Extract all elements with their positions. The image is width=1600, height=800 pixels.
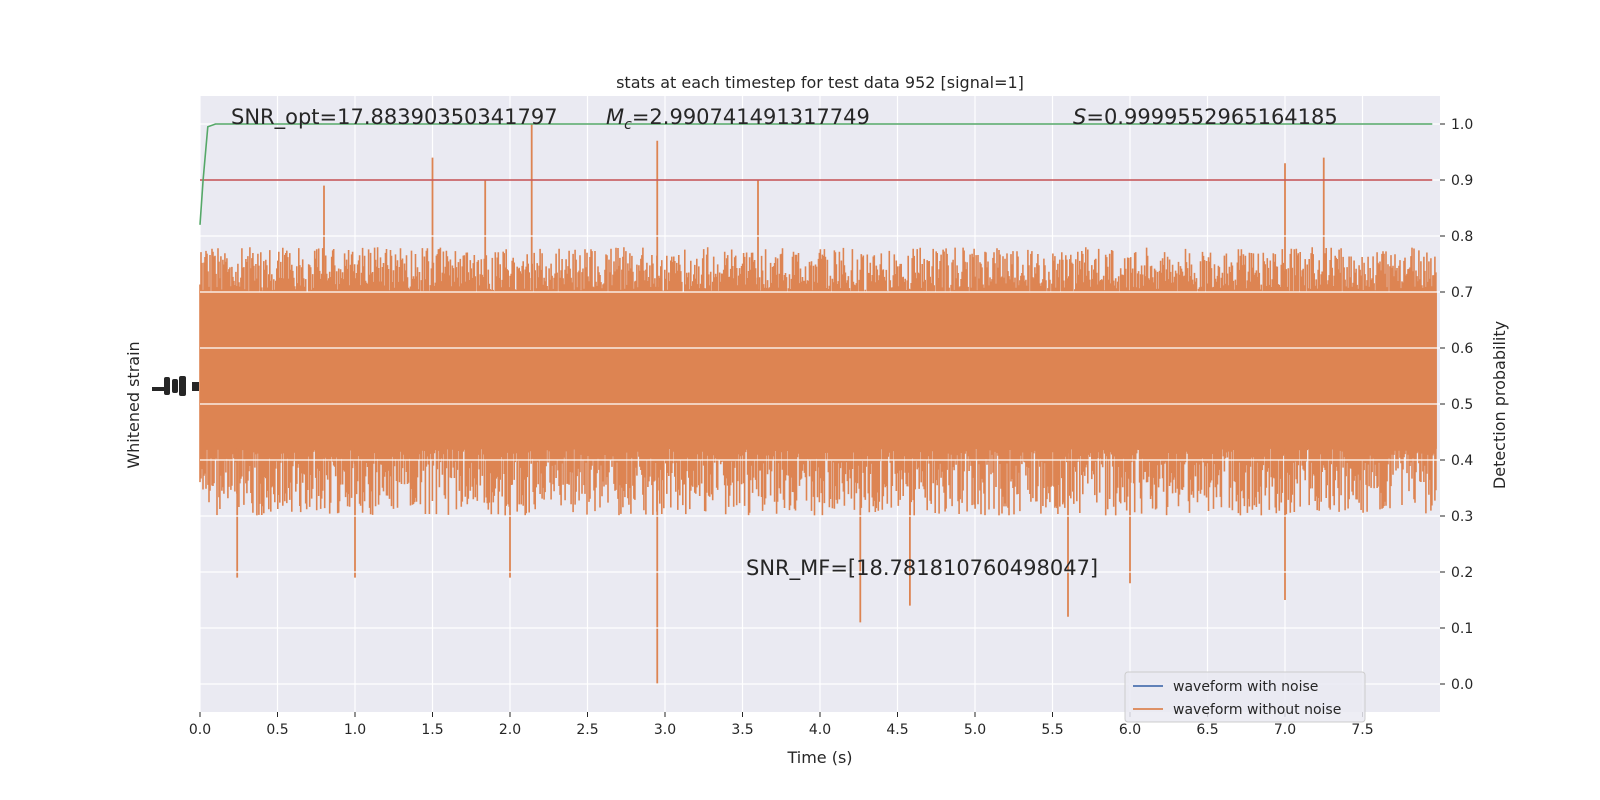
chart-title: stats at each timestep for test data 952… — [616, 73, 1024, 92]
snr-mf-annotation: SNR_MF=[18.781810760498047] — [746, 556, 1098, 581]
waveform-without-noise-series — [199, 124, 1437, 684]
chirp-mass-symbol: M — [606, 105, 624, 129]
y-tick-label: 1.0 — [1451, 117, 1473, 133]
legend-box — [1124, 671, 1366, 723]
x-axis-ticks: 0.0 0.5 1.0 1.5 2.0 2.5 3.0 3.5 4.0 4.5 5.0 5.5 6.0 6… — [189, 712, 1374, 738]
x-tick-label: 6.0 — [1119, 722, 1141, 738]
x-tick-label: 4.0 — [809, 722, 831, 738]
chirp-mass-value: =2.990741491317749 — [632, 105, 870, 129]
x-tick-label: 1.5 — [421, 722, 443, 738]
y-tick-label: 0.8 — [1451, 229, 1473, 245]
y-tick-label: 0.5 — [1451, 397, 1473, 413]
waveform-core-band — [201, 292, 1437, 449]
y-axis-left-label: Whitened strain — [124, 341, 143, 468]
x-tick-label: 1.0 — [344, 722, 366, 738]
left-axis-tick-cluster — [152, 376, 199, 396]
y-tick-label: 0.1 — [1451, 621, 1473, 637]
x-tick-label: 7.5 — [1351, 722, 1373, 738]
chirp-mass-subscript: c — [624, 117, 632, 133]
x-tick-label: 2.0 — [499, 722, 521, 738]
x-axis-label: Time (s) — [786, 748, 852, 767]
detection-probability-line — [199, 123, 1433, 225]
y-tick-label: 0.2 — [1451, 565, 1473, 581]
y-tick-label: 0.9 — [1451, 173, 1473, 189]
s-value: =0.9999552965164185 — [1086, 105, 1337, 129]
x-tick-label: 0.5 — [266, 722, 288, 738]
x-tick-label: 3.5 — [731, 722, 753, 738]
y-axis-right-ticks: 0.0 0.1 0.2 0.3 0.4 0.5 0.6 0.7 0.8 0.9 1.0 — [1440, 117, 1473, 693]
x-tick-label: 5.5 — [1041, 722, 1063, 738]
legend-label-with-noise: waveform with noise — [1173, 679, 1318, 695]
y-tick-label: 0.7 — [1451, 285, 1473, 301]
x-tick-label: 0.0 — [189, 722, 211, 738]
legend-label-without-noise: waveform without noise — [1173, 702, 1341, 718]
x-tick-label: 2.5 — [576, 722, 598, 738]
y-tick-label: 0.0 — [1451, 677, 1473, 693]
chirp-mass-annotation: Mc=2.990741491317749 — [606, 105, 870, 133]
y-tick-label: 0.6 — [1451, 341, 1473, 357]
snr-opt-annotation: SNR_opt=17.88390350341797 — [231, 105, 558, 130]
x-tick-label: 5.0 — [964, 722, 986, 738]
y-tick-label: 0.3 — [1451, 509, 1473, 525]
y-axis-right-label: Detection probability — [1490, 321, 1509, 489]
x-tick-label: 6.5 — [1196, 722, 1218, 738]
y-tick-label: 0.4 — [1451, 453, 1473, 469]
s-annotation: S=0.9999552965164185 — [1073, 105, 1338, 129]
x-tick-label: 7.0 — [1274, 722, 1296, 738]
x-tick-label: 4.5 — [886, 722, 908, 738]
legend: waveform with noise waveform without noi… — [1124, 671, 1366, 723]
probability-overlay — [199, 123, 1440, 685]
s-symbol: S — [1073, 105, 1086, 129]
x-tick-label: 3.0 — [654, 722, 676, 738]
